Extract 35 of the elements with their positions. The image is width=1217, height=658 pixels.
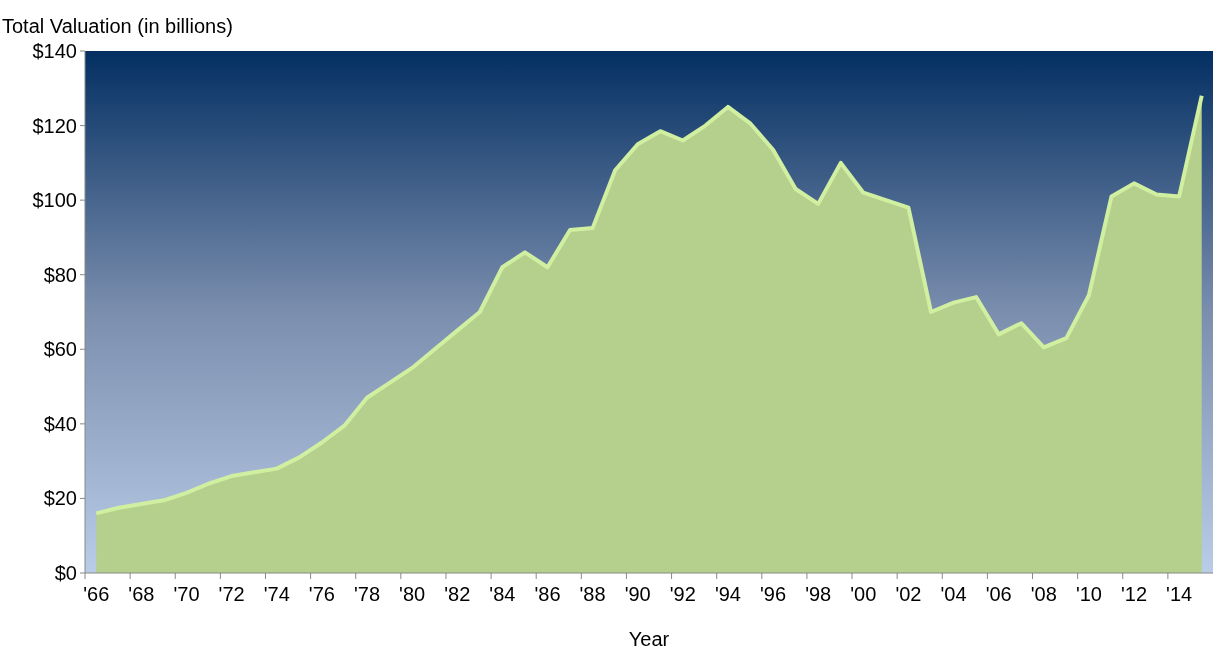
x-tick-label: '04 bbox=[940, 583, 967, 605]
x-tick-label: '82 bbox=[444, 583, 471, 605]
x-tick-label: '68 bbox=[128, 583, 155, 605]
y-tick-label: $140 bbox=[32, 40, 77, 62]
y-tick-label: $0 bbox=[54, 562, 77, 584]
y-axis-title: Total Valuation (in billions) bbox=[2, 15, 233, 37]
y-tick-label: $100 bbox=[32, 189, 77, 212]
x-tick-label: '72 bbox=[218, 583, 245, 605]
y-tick-label: $120 bbox=[32, 114, 77, 137]
y-tick-label: $80 bbox=[43, 263, 77, 286]
x-tick-label: '06 bbox=[985, 583, 1012, 605]
y-tick-label: $40 bbox=[43, 412, 77, 435]
x-axis-title: Year bbox=[628, 628, 670, 650]
x-tick-label: '78 bbox=[353, 583, 381, 605]
x-tick-label: '96 bbox=[760, 583, 787, 605]
x-tick-label: '70 bbox=[173, 583, 200, 605]
y-tick-label: $60 bbox=[43, 338, 77, 361]
x-tick-label: '86 bbox=[534, 583, 561, 605]
x-tick-label: '02 bbox=[895, 583, 922, 605]
x-tick-label: '88 bbox=[579, 583, 606, 605]
y-tick-label: $20 bbox=[43, 487, 77, 510]
x-tick-label: '94 bbox=[714, 583, 741, 605]
x-tick-label: '66 bbox=[83, 583, 110, 605]
x-tick-label: '90 bbox=[624, 583, 651, 605]
x-tick-label: '74 bbox=[263, 583, 290, 605]
x-tick-label: '84 bbox=[489, 583, 516, 605]
x-tick-label: '12 bbox=[1121, 583, 1148, 605]
x-tick-label: '14 bbox=[1166, 583, 1193, 605]
x-tick-label: '80 bbox=[399, 583, 426, 605]
x-tick-label: '76 bbox=[308, 583, 335, 605]
x-tick-label: '10 bbox=[1075, 583, 1102, 605]
x-tick-label: '00 bbox=[850, 583, 877, 605]
x-tick-label: '92 bbox=[669, 583, 696, 605]
x-tick-label: '98 bbox=[805, 583, 832, 605]
x-tick-label: '08 bbox=[1030, 583, 1057, 605]
